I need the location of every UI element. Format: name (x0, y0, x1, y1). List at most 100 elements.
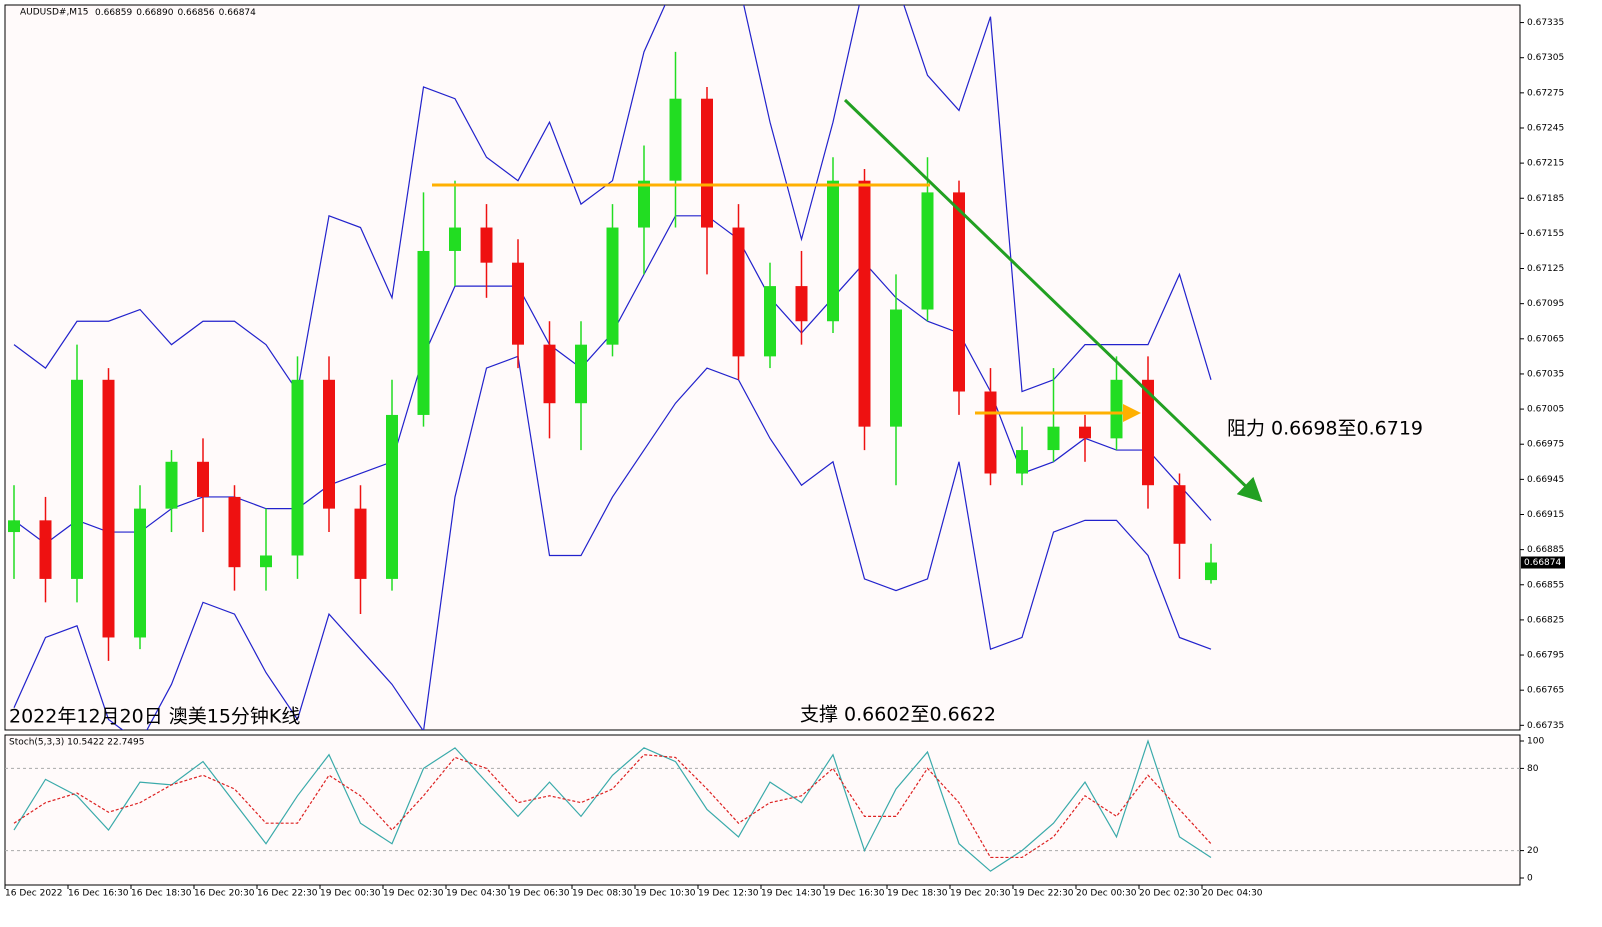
candle-body (449, 227, 461, 251)
candle-body (984, 391, 997, 474)
y-tick-label: 80 (1527, 764, 1539, 774)
x-tick-label: 19 Dec 02:30 (383, 889, 444, 899)
support-label: 支撑 0.6602至0.6622 (800, 704, 996, 726)
candle-body (71, 379, 83, 579)
indicator-line (13, 5, 1212, 394)
x-tick-label: 20 Dec 02:30 (1139, 889, 1200, 899)
y-tick-label: 0.67275 (1527, 88, 1564, 98)
y-tick-label: 0.67005 (1527, 405, 1564, 415)
stoch-title: Stoch(5,3,3) 10.5422 22.7495 (9, 738, 144, 748)
candle-body (165, 461, 178, 509)
ohlc-value: 0.66874 (219, 8, 256, 18)
y-tick-label: 0.67335 (1527, 18, 1564, 28)
caption: 2022年12月20日 澳美15分钟K线 (9, 706, 300, 728)
candle-body (291, 379, 304, 556)
y-tick-label: 0.67035 (1527, 369, 1564, 379)
candle-body (764, 286, 776, 357)
x-tick-label: 19 Dec 10:30 (635, 889, 696, 899)
candle-body (890, 309, 902, 427)
candle-body (575, 344, 587, 404)
price-marker-label: 0.66874 (1524, 558, 1561, 568)
y-tick-label: 0.66915 (1527, 510, 1564, 520)
candle-body (8, 520, 20, 533)
x-tick-label: 19 Dec 00:30 (320, 889, 381, 899)
y-tick-label: 20 (1527, 846, 1539, 856)
candle-body (1142, 379, 1154, 486)
candle-body (102, 379, 115, 638)
main-plot (8, 5, 1217, 730)
candle-body (1016, 450, 1028, 474)
main-panel (4, 4, 1521, 731)
x-tick-label: 20 Dec 00:30 (1076, 889, 1137, 899)
x-tick-label: 16 Dec 20:30 (194, 889, 255, 899)
ohlc-value: 0.66890 (136, 8, 173, 18)
ohlc: 0.66859 0.66890 0.66856 0.66874 (95, 8, 256, 18)
candle-body (260, 555, 272, 568)
x-tick-label: 16 Dec 2022 (5, 889, 63, 899)
trend-line (843, 98, 1263, 503)
candle-body (921, 192, 934, 310)
price-marker (1521, 556, 1565, 569)
candle-body (417, 250, 430, 415)
candle-body (638, 180, 650, 228)
candle-body (543, 344, 556, 404)
candle-body (1110, 379, 1123, 439)
x-tick-label: 19 Dec 16:30 (824, 889, 885, 899)
y-tick-label: 0.66735 (1527, 721, 1564, 731)
candle-body (1173, 485, 1186, 544)
y-tick-label: 0.66945 (1527, 475, 1564, 485)
candle-body (1079, 426, 1091, 439)
candle-body (795, 286, 808, 322)
candle-body (953, 192, 965, 392)
candle-body (606, 227, 619, 345)
y-tick-label: 0.66885 (1527, 545, 1564, 555)
candle-body (39, 520, 52, 579)
stoch-panel (4, 734, 1521, 886)
y-tick-label: 0.67215 (1527, 159, 1564, 169)
symbol: AUDUSD#,M15 (20, 8, 89, 18)
ohlc-value: 0.66859 (95, 8, 132, 18)
candle-body (480, 227, 493, 263)
y-tick-label: 0.67095 (1527, 299, 1564, 309)
x-tick-label: 16 Dec 22:30 (257, 889, 318, 899)
candle-body (1205, 562, 1217, 581)
candle-body (827, 180, 839, 322)
y-tick-label: 0.66855 (1527, 580, 1564, 590)
stoch-plot (5, 739, 1520, 872)
candle-body (732, 227, 745, 357)
y-tick-label: 100 (1527, 737, 1544, 747)
resistance-label: 阻力 0.6698至0.6719 (1227, 418, 1423, 440)
indicator-line (13, 355, 1212, 730)
indicator-line (13, 754, 1212, 859)
y-tick-label: 0.67185 (1527, 194, 1564, 204)
candle-body (228, 496, 241, 568)
y-tick-label: 0.67305 (1527, 53, 1564, 63)
candle-body (1047, 426, 1060, 451)
y-tick-label: 0.66765 (1527, 686, 1564, 696)
y-tick-label: 0.67125 (1527, 264, 1564, 274)
x-tick-label: 19 Dec 18:30 (887, 889, 948, 899)
candle-body (323, 379, 335, 509)
candle-body (134, 508, 146, 638)
y-tick-label: 0.66825 (1527, 615, 1564, 625)
candle-body (858, 180, 871, 427)
ohlc-value: 0.66856 (177, 8, 214, 18)
candle-body (386, 414, 398, 579)
x-tick-label: 19 Dec 22:30 (1013, 889, 1074, 899)
candle-body (354, 508, 367, 579)
axes: 0.67335 0.67305 0.67275 0.67245 0.67215 0.671… (4, 18, 1565, 899)
y-tick-label: 0.67245 (1527, 123, 1564, 133)
x-tick-label: 19 Dec 08:30 (572, 889, 633, 899)
candle-body (669, 98, 682, 181)
y-tick-label: 0.67155 (1527, 229, 1564, 239)
candle-body (512, 262, 524, 345)
x-tick-label: 19 Dec 20:30 (950, 889, 1011, 899)
candle-body (197, 461, 209, 497)
x-tick-label: 20 Dec 04:30 (1202, 889, 1263, 899)
candle-body (701, 98, 713, 228)
y-tick-label: 0 (1527, 874, 1533, 884)
x-tick-label: 19 Dec 12:30 (698, 889, 759, 899)
y-tick-label: 0.66975 (1527, 440, 1564, 450)
y-tick-label: 0.67065 (1527, 334, 1564, 344)
